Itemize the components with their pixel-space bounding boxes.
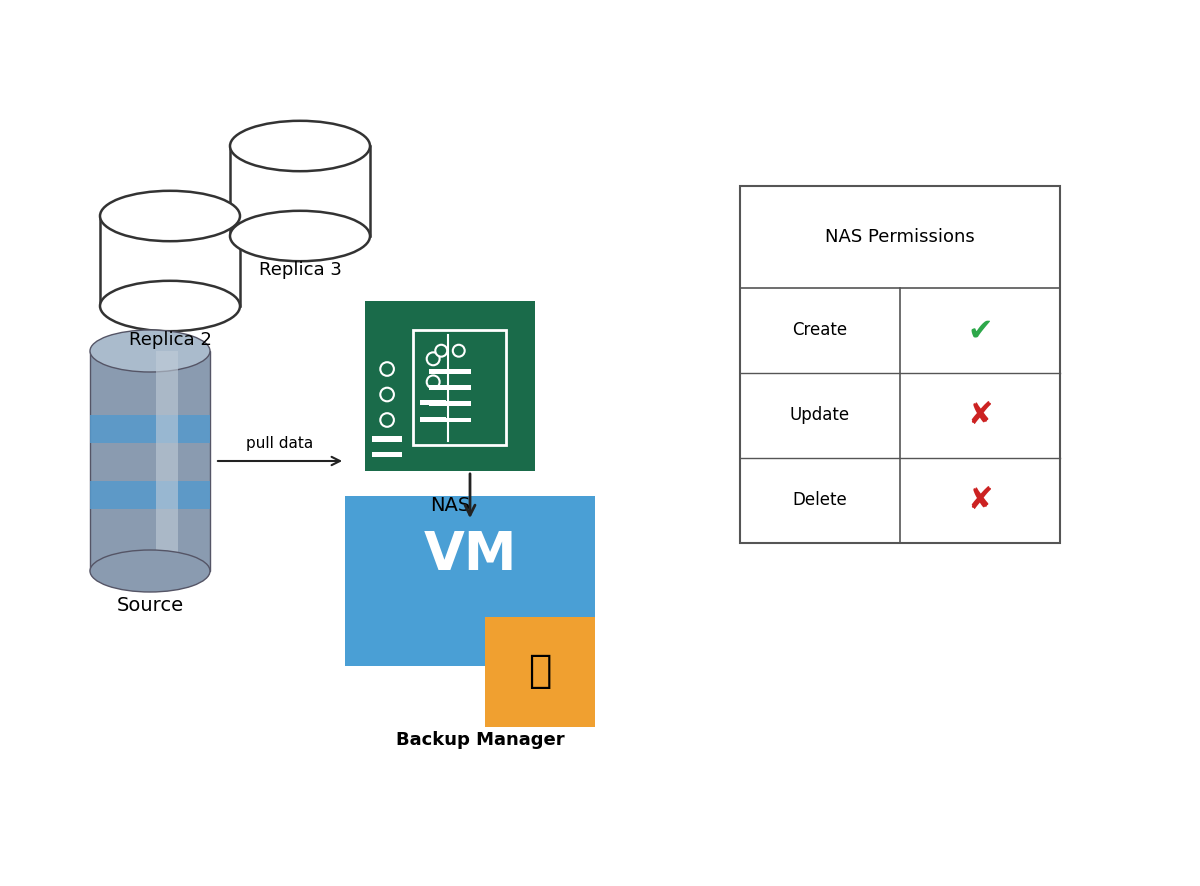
Text: ✘: ✘ (967, 401, 992, 430)
FancyBboxPatch shape (430, 369, 454, 374)
FancyBboxPatch shape (365, 301, 535, 471)
Ellipse shape (100, 190, 240, 241)
Text: VM: VM (424, 530, 517, 581)
FancyBboxPatch shape (90, 415, 210, 443)
Text: Replica 2: Replica 2 (128, 331, 211, 349)
Circle shape (452, 345, 464, 357)
FancyBboxPatch shape (420, 400, 446, 405)
FancyBboxPatch shape (413, 330, 506, 446)
FancyBboxPatch shape (100, 216, 240, 306)
Ellipse shape (230, 120, 370, 171)
FancyBboxPatch shape (446, 369, 470, 374)
Text: ✔: ✔ (967, 316, 992, 345)
Circle shape (380, 388, 394, 401)
FancyBboxPatch shape (430, 385, 454, 390)
Text: Create: Create (792, 322, 847, 339)
FancyBboxPatch shape (446, 417, 470, 423)
Circle shape (436, 345, 448, 357)
FancyBboxPatch shape (346, 496, 595, 666)
FancyBboxPatch shape (372, 437, 402, 442)
Text: Backup Manager: Backup Manager (396, 731, 564, 749)
FancyBboxPatch shape (485, 617, 595, 727)
Text: pull data: pull data (246, 436, 313, 451)
FancyBboxPatch shape (90, 481, 210, 509)
FancyBboxPatch shape (420, 417, 446, 423)
FancyBboxPatch shape (372, 452, 402, 457)
Circle shape (380, 413, 394, 427)
FancyBboxPatch shape (430, 401, 454, 406)
FancyBboxPatch shape (230, 146, 370, 236)
Circle shape (380, 362, 394, 376)
FancyBboxPatch shape (156, 351, 178, 571)
Text: 🐧: 🐧 (528, 652, 552, 690)
FancyBboxPatch shape (446, 401, 470, 406)
Ellipse shape (100, 281, 240, 331)
Ellipse shape (230, 211, 370, 261)
Text: NAS Permissions: NAS Permissions (826, 228, 974, 246)
FancyBboxPatch shape (446, 385, 470, 390)
Ellipse shape (90, 550, 210, 592)
Text: Replica 3: Replica 3 (258, 261, 342, 279)
Text: NAS: NAS (430, 496, 470, 515)
FancyBboxPatch shape (90, 351, 210, 571)
FancyBboxPatch shape (430, 417, 454, 423)
Text: Source: Source (116, 596, 184, 615)
Text: Delete: Delete (793, 492, 847, 509)
Circle shape (427, 376, 439, 388)
FancyBboxPatch shape (740, 186, 1060, 543)
Text: Update: Update (790, 407, 850, 424)
Ellipse shape (90, 330, 210, 372)
Circle shape (427, 353, 439, 365)
Text: ✘: ✘ (967, 486, 992, 515)
